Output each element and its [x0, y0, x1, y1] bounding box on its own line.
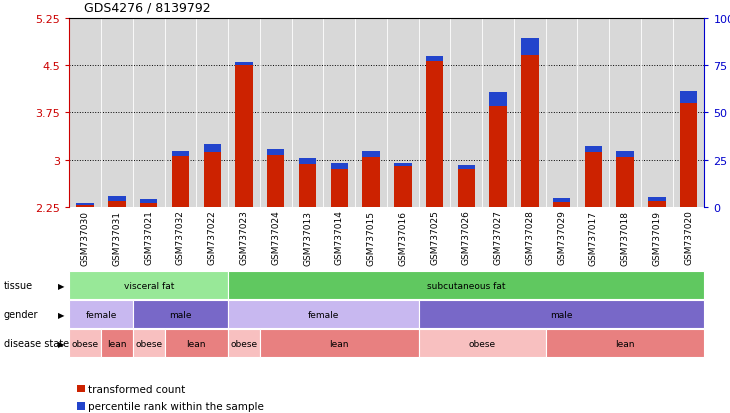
Text: ▶: ▶ — [58, 310, 65, 319]
Text: ▶: ▶ — [58, 339, 65, 348]
Bar — [331, 164, 348, 170]
Bar — [77, 205, 94, 207]
Bar — [616, 152, 634, 158]
Text: female: female — [85, 310, 117, 319]
Bar — [140, 204, 158, 207]
Text: gender: gender — [4, 309, 38, 319]
Bar — [204, 145, 221, 152]
Text: GDS4276 / 8139792: GDS4276 / 8139792 — [84, 2, 210, 14]
Bar — [426, 62, 443, 207]
Bar — [458, 166, 475, 170]
Bar — [172, 152, 189, 157]
Text: lean: lean — [329, 339, 349, 348]
Text: transformed count: transformed count — [88, 384, 185, 394]
Bar — [362, 151, 380, 158]
Text: ▶: ▶ — [58, 281, 65, 290]
Text: tissue: tissue — [4, 280, 33, 290]
Text: lean: lean — [187, 339, 206, 348]
Text: obese: obese — [231, 339, 258, 348]
Bar — [172, 157, 189, 207]
Bar — [108, 201, 126, 207]
Bar — [362, 158, 380, 207]
Bar — [204, 152, 221, 207]
Bar — [426, 57, 443, 62]
Text: female: female — [308, 310, 339, 319]
Bar — [553, 199, 570, 202]
Text: lean: lean — [107, 339, 127, 348]
Bar — [489, 107, 507, 207]
Text: lean: lean — [615, 339, 635, 348]
Bar — [267, 150, 285, 156]
Bar — [458, 170, 475, 207]
Bar — [616, 158, 634, 207]
Bar — [235, 66, 253, 207]
Bar — [77, 204, 94, 205]
Bar — [108, 197, 126, 201]
Text: disease state: disease state — [4, 338, 69, 348]
Bar — [585, 152, 602, 207]
Bar — [648, 201, 666, 207]
Bar — [299, 164, 316, 207]
Bar — [553, 202, 570, 207]
Text: obese: obese — [72, 339, 99, 348]
Bar — [680, 92, 697, 104]
Bar — [521, 56, 539, 207]
Text: male: male — [169, 310, 192, 319]
Bar — [299, 158, 316, 164]
Bar — [267, 156, 285, 207]
Bar — [585, 146, 602, 152]
Text: subcutaneous fat: subcutaneous fat — [427, 281, 506, 290]
Bar — [331, 170, 348, 207]
Bar — [648, 198, 666, 201]
Bar — [140, 200, 158, 204]
Bar — [394, 166, 412, 207]
Bar — [235, 63, 253, 66]
Bar — [394, 163, 412, 166]
Bar — [521, 39, 539, 56]
Bar — [680, 104, 697, 207]
Text: male: male — [550, 310, 573, 319]
Text: visceral fat: visceral fat — [123, 281, 174, 290]
Bar — [489, 93, 507, 107]
Text: percentile rank within the sample: percentile rank within the sample — [88, 401, 264, 411]
Text: obese: obese — [135, 339, 162, 348]
Text: obese: obese — [469, 339, 496, 348]
